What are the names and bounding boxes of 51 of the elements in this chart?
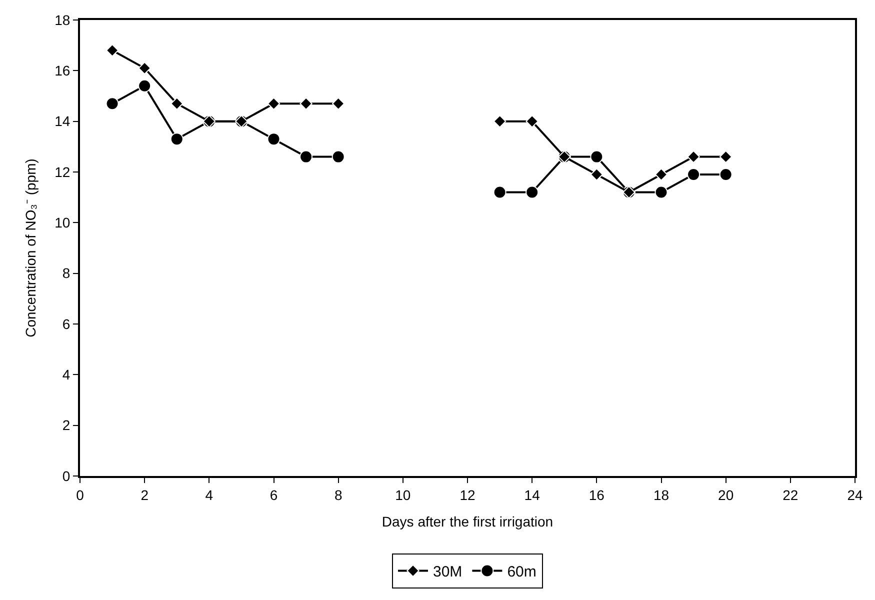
point bbox=[526, 114, 538, 128]
y-tick-label: 12 bbox=[54, 164, 70, 180]
y-tick-label: 6 bbox=[62, 316, 70, 332]
x-axis-title: Days after the first irrigation bbox=[382, 514, 554, 530]
x-tick-label: 8 bbox=[334, 486, 342, 503]
point bbox=[493, 186, 506, 199]
x-tick-label: 12 bbox=[460, 486, 476, 503]
x-tick-label: 16 bbox=[588, 486, 605, 503]
x-tick-label: 14 bbox=[524, 486, 540, 503]
point bbox=[170, 97, 184, 110]
point bbox=[267, 97, 280, 110]
point bbox=[332, 150, 345, 164]
point bbox=[493, 114, 506, 128]
x-tick-label: 6 bbox=[270, 486, 278, 503]
y-tick-label: 16 bbox=[54, 62, 70, 79]
x-tick-label: 10 bbox=[395, 486, 411, 503]
y-tick-label: 0 bbox=[62, 468, 70, 484]
point bbox=[300, 150, 313, 164]
point bbox=[590, 168, 604, 181]
y-tick-label: 4 bbox=[62, 366, 70, 383]
point bbox=[719, 168, 732, 182]
x-tick-label: 20 bbox=[718, 486, 734, 503]
point bbox=[654, 168, 668, 181]
point bbox=[300, 97, 312, 110]
y-tick-label: 2 bbox=[62, 417, 70, 434]
point bbox=[332, 97, 345, 110]
x-tick-label: 4 bbox=[205, 486, 214, 503]
point bbox=[138, 62, 151, 74]
y-tick-label: 8 bbox=[62, 265, 70, 282]
y-tick-label: 10 bbox=[54, 214, 70, 231]
y-tick-label: 14 bbox=[54, 113, 70, 130]
point bbox=[687, 168, 700, 182]
point bbox=[267, 132, 280, 146]
legend-label: 30M bbox=[433, 564, 462, 581]
point bbox=[170, 132, 184, 146]
point bbox=[138, 79, 152, 92]
point bbox=[654, 186, 668, 199]
x-tick-label: 18 bbox=[653, 486, 670, 503]
point bbox=[590, 150, 604, 164]
point bbox=[719, 150, 732, 164]
x-tick-label: 24 bbox=[847, 486, 863, 503]
point bbox=[106, 97, 119, 110]
legend-label: 60m bbox=[507, 564, 536, 581]
x-tick-label: 0 bbox=[76, 486, 84, 503]
point bbox=[526, 186, 539, 199]
point bbox=[687, 150, 700, 164]
y-axis-title: Concentration of NO₃⁻ (ppm) bbox=[22, 158, 39, 338]
x-tick-label: 22 bbox=[782, 486, 798, 503]
point bbox=[106, 44, 119, 57]
x-tick-label: 2 bbox=[140, 486, 149, 503]
y-tick-label: 18 bbox=[54, 12, 70, 28]
